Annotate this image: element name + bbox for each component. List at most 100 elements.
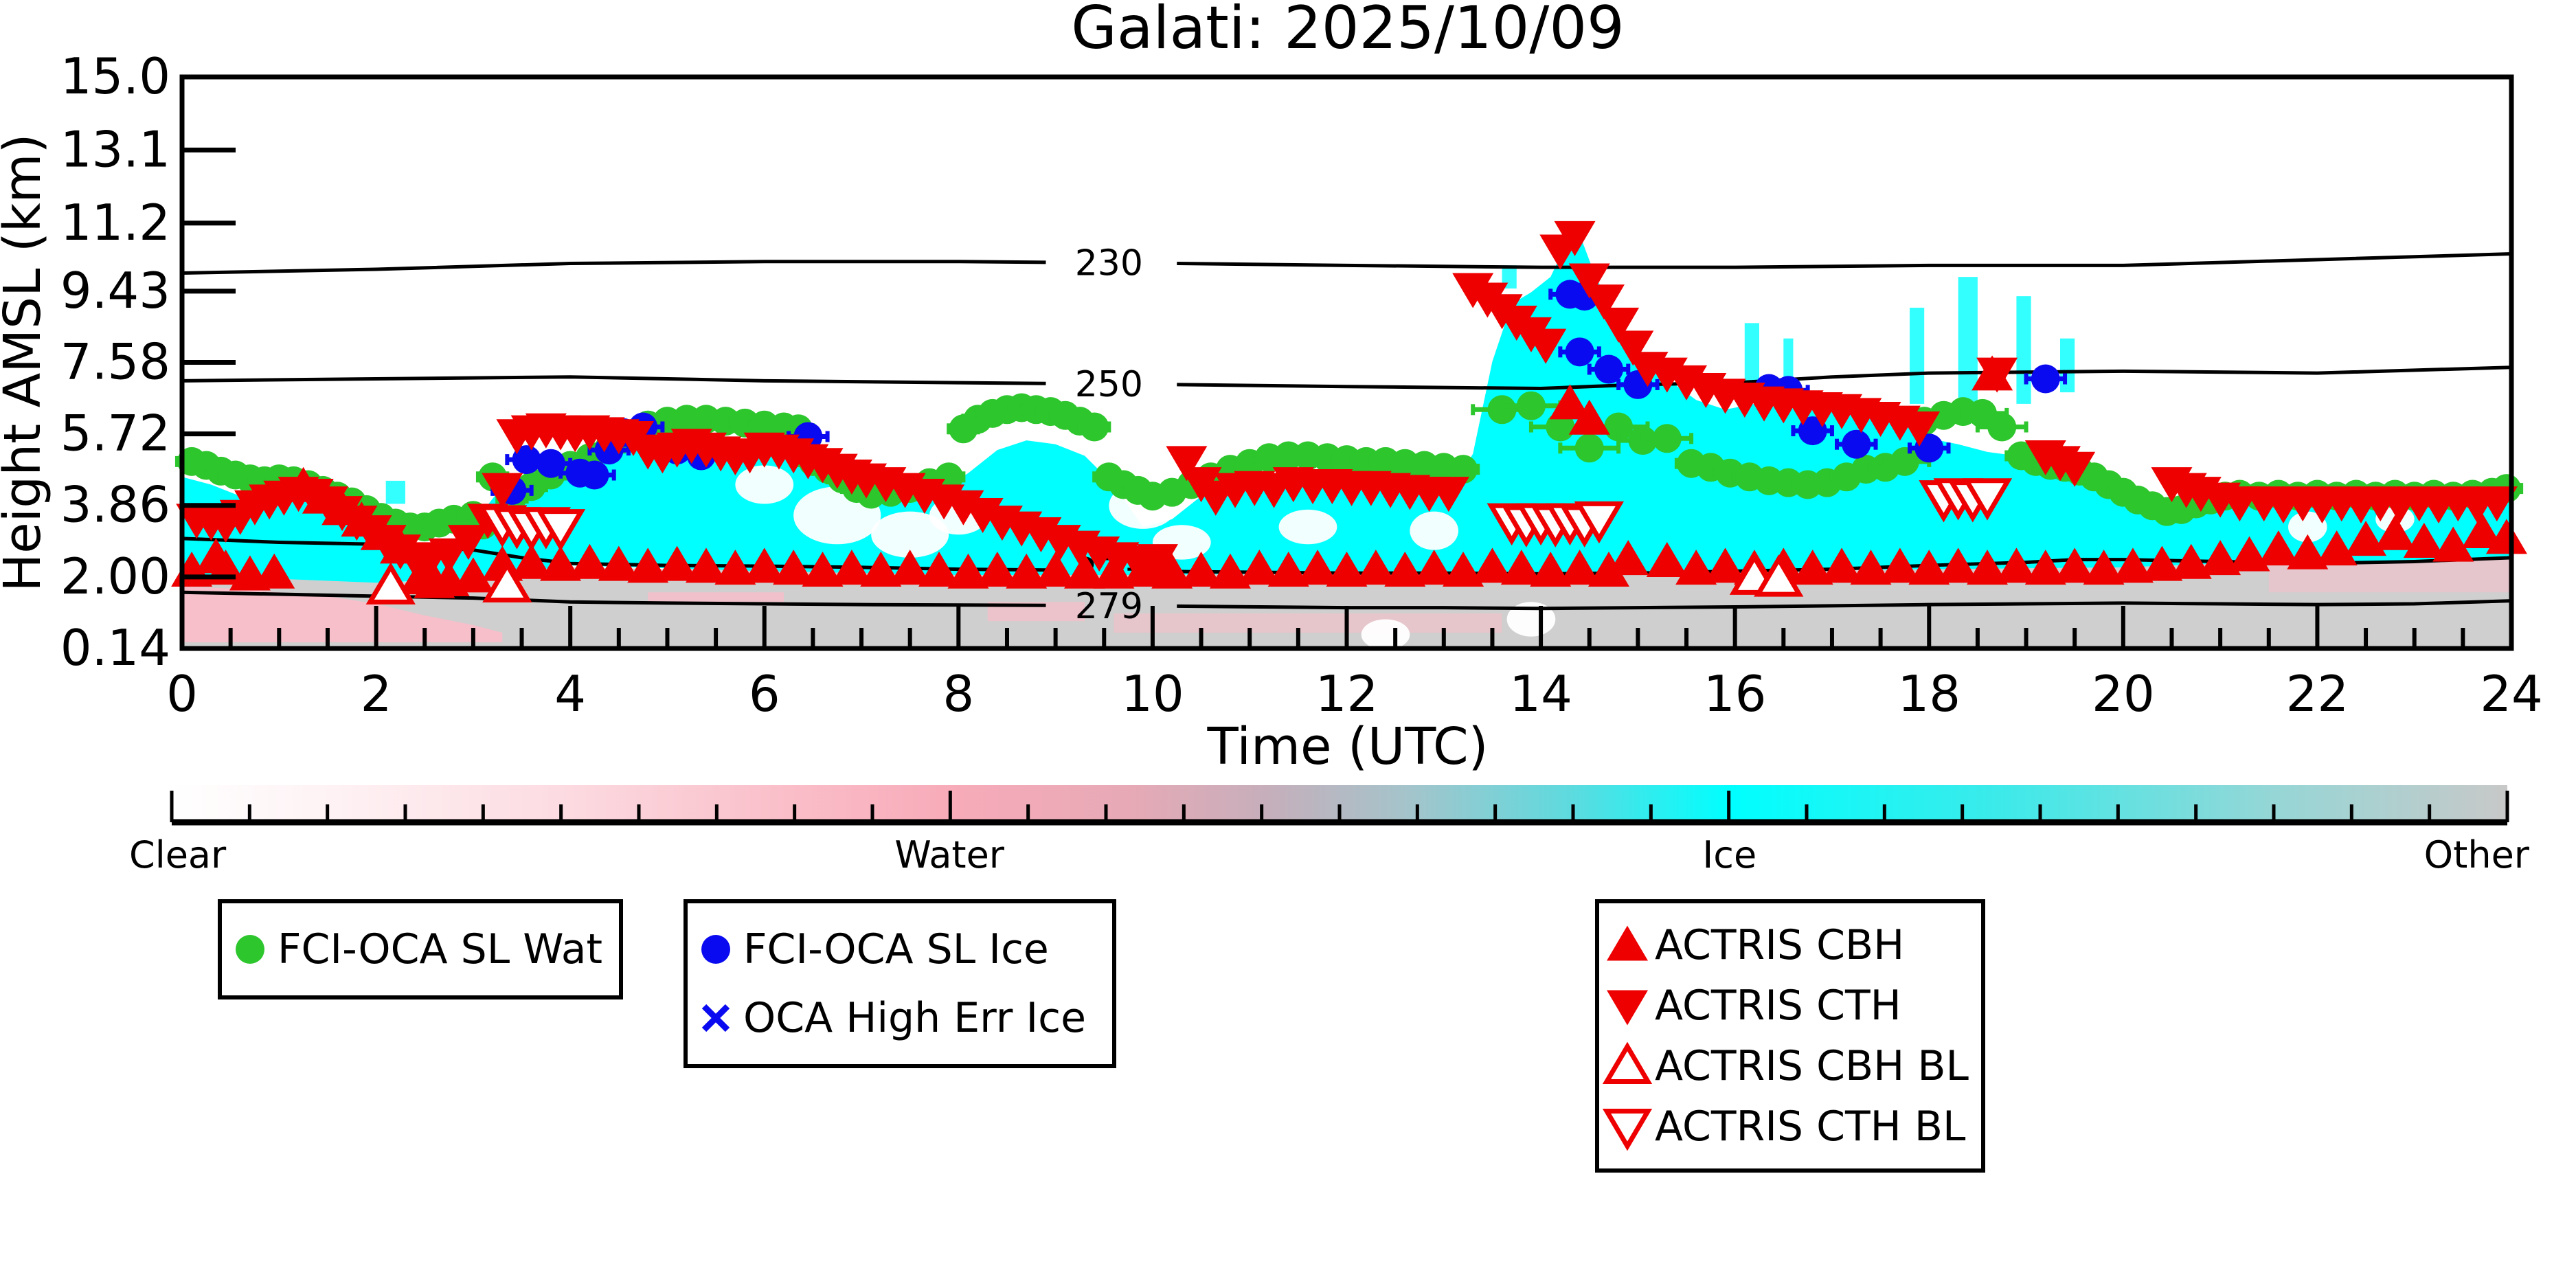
data-point-triangle [947,553,989,589]
data-point-triangle [627,547,669,583]
data-point-triangle [1166,446,1208,482]
x-tick-label: 22 [2286,665,2349,723]
data-point-triangle [1704,547,1746,583]
data-point-triangle [1413,550,1455,585]
x-tick-label: 6 [749,665,780,723]
data-point-triangle [1612,330,1654,366]
ice-streak [1744,323,1759,393]
y-tick-label: 2.00 [60,547,170,605]
legend-label-actris-cbh-bl: ACTRIS CBH BL [1655,1042,1969,1090]
data-point-triangle [1574,501,1624,544]
data-point-circle [512,445,541,475]
x-tick-label: 4 [554,665,586,723]
data-point-triangle [2141,545,2183,581]
clear-gap [1410,511,1458,550]
data-point-triangle [976,551,1018,587]
legend-box-fci-wat-frame [218,899,623,999]
data-point-triangle [1554,221,1596,256]
x-tick-label: 14 [1509,665,1572,723]
data-point-triangle [2374,515,2416,550]
legend-label-oca-high-err-ice: OCA High Err Ice [743,994,1086,1042]
x-tick-label: 10 [1121,665,1184,723]
data-point-triangle [1006,553,1048,589]
data-point-triangle [1568,263,1610,299]
data-point-triangle [1967,550,2009,585]
data-point-triangle [1525,328,1567,364]
data-point-circle [701,935,730,964]
ice-streak [1909,307,1925,404]
data-point-circle [1565,337,1594,367]
data-point-x [701,1004,730,1032]
y-axis-label: Height AMSL (km) [0,133,52,591]
data-point-triangle [447,525,489,561]
legend-label-fci-oca-sl-wat: FCI-OCA SL Wat [278,925,602,973]
data-point-triangle [2461,512,2503,548]
contour-label-250: 250 [1075,364,1143,405]
ice-streak [1783,338,1794,385]
data-point-triangle [1602,1109,1653,1151]
data-point-triangle [510,543,552,579]
data-point-triangle [2083,550,2125,585]
data-point-triangle [2316,530,2358,566]
legend-box-actris-frame [1595,899,1985,1173]
y-tick-label: 9.43 [60,262,170,319]
x-tick-label: 20 [2092,665,2155,723]
data-point-triangle [1093,553,1135,589]
chart-title: Galati: 2025/10/09 [1071,0,1625,63]
x-tick-label: 24 [2480,665,2543,723]
ice-streak [385,480,405,504]
data-point-triangle [831,550,872,585]
data-point-triangle [1675,550,1717,585]
data-point-triangle [598,545,640,581]
scatter-series [171,221,2527,605]
data-point-triangle [1136,544,1178,580]
contour-line-279 [182,590,1046,607]
data-point-circle [1652,424,1682,453]
data-point-triangle [1035,551,1076,587]
series-actris-cbh-bl [365,552,1804,605]
data-point-triangle [2112,547,2154,583]
data-point-triangle [1879,547,1921,583]
legend-box-fci-ice: FCI-OCA SL Ice OCA High Err Ice [683,899,1116,1068]
clear-gap [1278,509,1337,545]
data-point-triangle [1326,551,1368,587]
data-point-circle [1604,412,1634,442]
legend-label-actris-cth: ACTRIS CTH [1655,982,1901,1030]
legend-boxes: FCI-OCA SL Wat FCI-OCA SL Ice OCA High Err… [218,899,1985,1173]
data-point-triangle [773,550,815,585]
x-tick-label: 12 [1315,665,1379,723]
x-tick-label: 0 [166,665,198,723]
data-point-triangle [1602,1041,1653,1084]
data-point-triangle [1239,550,1280,585]
data-point-circle [1080,412,1109,442]
data-point-triangle [685,547,727,583]
x-tick-label: 8 [942,665,974,723]
data-point-triangle [2024,550,2066,585]
data-point-circle [1546,412,1575,442]
data-point-triangle [1064,553,1106,589]
y-tick-label: 5.72 [60,405,170,462]
data-point-circle [236,935,264,964]
data-point-triangle [1530,551,1572,587]
data-point-triangle [1267,551,1309,587]
data-point-triangle [1500,550,1542,585]
phase-colorbar: Clear Water Ice Other [129,785,2530,877]
contour-line-279 [1177,599,2511,611]
data-point-circle [2031,364,2060,394]
colorbar-label-other: Other [2424,833,2530,877]
data-point-triangle [1588,551,1629,587]
y-tick-label: 11.2 [60,194,170,251]
clear-gap [735,465,794,504]
data-point-triangle [1583,284,1625,320]
y-tick-label: 13.1 [60,120,170,178]
data-point-circle [580,460,609,490]
data-point-circle [1594,354,1623,384]
contour-label-230: 230 [1075,243,1143,284]
data-point-triangle [1549,384,1591,420]
data-point-triangle [1754,554,1804,597]
data-point-triangle [1443,551,1484,587]
data-point-triangle [2257,530,2299,566]
data-point-circle [1574,433,1604,463]
y-tick-label: 0.14 [60,619,170,677]
